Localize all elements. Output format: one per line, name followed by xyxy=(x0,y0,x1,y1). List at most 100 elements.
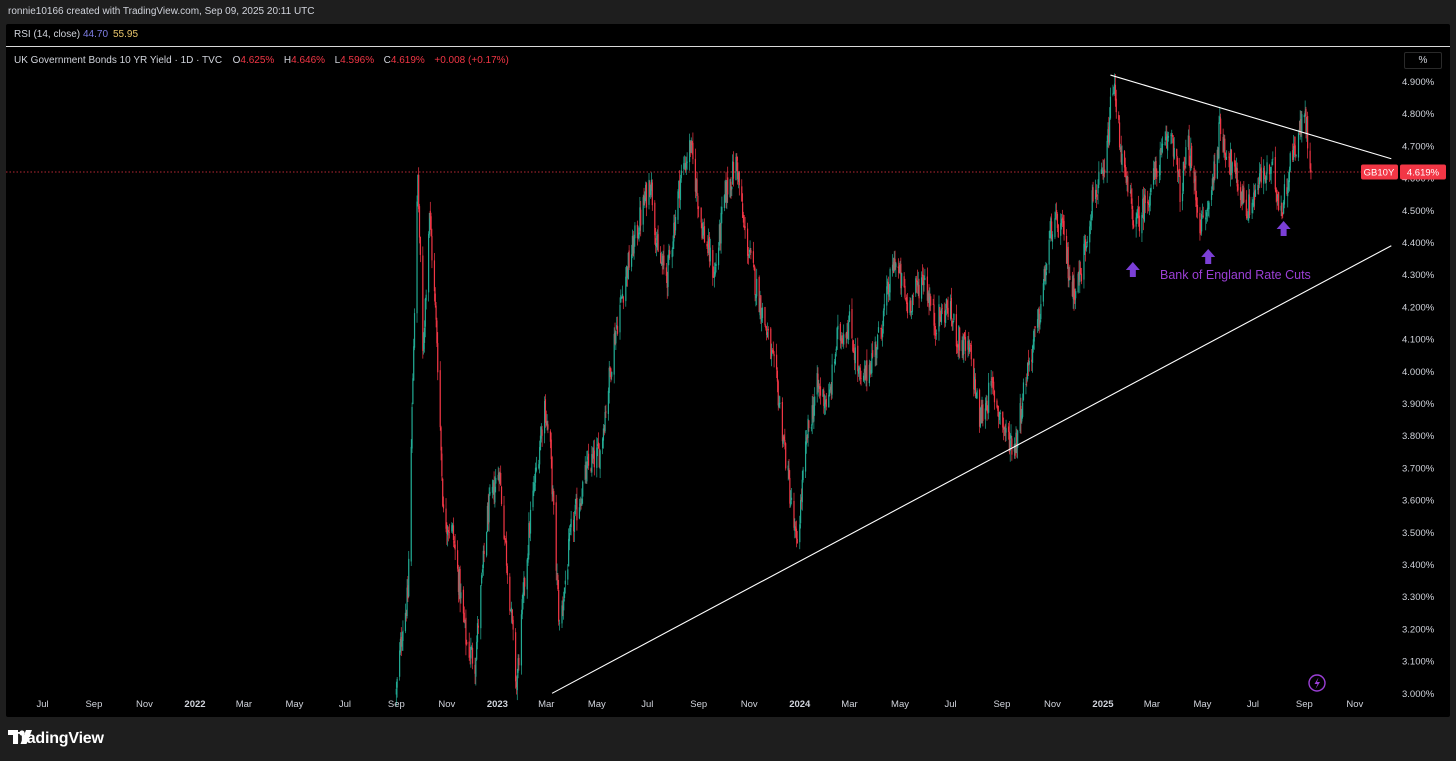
candle-body xyxy=(851,308,853,339)
candle-body xyxy=(1167,135,1169,151)
candle-body xyxy=(773,354,775,357)
candle-body xyxy=(911,311,913,313)
candle-body xyxy=(520,614,523,666)
candle-body xyxy=(953,313,955,321)
price-chart[interactable]: 4.900%4.800%4.700%4.600%4.500%4.400%4.30… xyxy=(6,24,1450,717)
candle-body xyxy=(990,380,992,386)
candle-body xyxy=(1247,218,1249,221)
candle-body xyxy=(1222,136,1224,153)
candle-body xyxy=(431,236,433,261)
candle-body xyxy=(1107,129,1109,143)
candle-body xyxy=(1092,187,1094,202)
candle-body xyxy=(1068,277,1070,281)
tradingview-logo[interactable]: TradingView xyxy=(8,729,104,749)
candle-body xyxy=(1200,230,1202,234)
candle-body xyxy=(956,344,958,348)
candle-body xyxy=(541,429,543,436)
candle-body xyxy=(1212,178,1214,185)
candle-body xyxy=(1147,201,1149,204)
candle-body xyxy=(1196,197,1198,207)
candle-body xyxy=(899,264,901,273)
candle-body xyxy=(500,472,502,486)
candle-body xyxy=(634,225,636,239)
trend-line[interactable] xyxy=(1110,74,1392,160)
lightning-icon[interactable] xyxy=(1308,674,1326,692)
chart-frame[interactable]: RSI (14, close) 44.70 55.95 UK Governmen… xyxy=(6,24,1450,717)
rsi-indicator-row[interactable]: RSI (14, close) 44.70 55.95 xyxy=(6,24,1450,46)
candle-body xyxy=(1039,320,1041,325)
candle-body xyxy=(819,386,822,396)
candle-body xyxy=(1051,221,1053,240)
candle-body xyxy=(532,490,534,508)
x-tick-label: May xyxy=(285,699,303,710)
candle-body xyxy=(592,455,594,457)
candle-body xyxy=(947,307,949,317)
candle-body xyxy=(823,390,825,406)
candle-body xyxy=(1283,184,1286,205)
candle-body xyxy=(1106,140,1108,173)
candle-body xyxy=(1240,192,1242,199)
candle-body xyxy=(903,276,905,288)
candle-body xyxy=(825,398,827,407)
candle-body xyxy=(1156,170,1158,178)
candle-body xyxy=(539,447,541,465)
candle-body xyxy=(621,293,624,299)
candle-body xyxy=(1182,161,1184,192)
trend-lines[interactable] xyxy=(551,74,1392,694)
y-tick-label: 3.900% xyxy=(1402,399,1435,410)
y-tick-label: 4.800% xyxy=(1402,109,1435,120)
candle-body xyxy=(462,589,465,614)
candle-body xyxy=(1104,169,1106,172)
candle-body xyxy=(654,202,656,236)
candle-body xyxy=(550,439,552,460)
candle-body xyxy=(805,437,808,445)
trend-line[interactable] xyxy=(551,245,1392,694)
candle-body xyxy=(719,224,721,241)
candle-body xyxy=(984,408,986,420)
candle-body xyxy=(1005,428,1007,433)
x-tick-label: May xyxy=(1193,699,1211,710)
candle-body xyxy=(1101,170,1103,172)
candle-body xyxy=(621,296,623,298)
candle-body xyxy=(1054,218,1056,238)
candle-body xyxy=(639,207,641,231)
candle-body xyxy=(585,465,587,479)
time-axis[interactable]: Jul Sep Nov 2022 Mar May Jul Sep Nov 2023 Mar May Ju… xyxy=(36,699,1363,710)
candle-body xyxy=(831,364,833,395)
candle-body xyxy=(1299,120,1301,132)
candle-body xyxy=(592,447,595,459)
pane-divider[interactable] xyxy=(6,46,1450,47)
candle-body xyxy=(1055,212,1057,219)
x-tick-label: 2023 xyxy=(487,699,508,710)
candle-body xyxy=(1126,176,1128,183)
candle-body xyxy=(416,201,418,314)
candle-body xyxy=(1274,157,1276,190)
y-tick-label: 3.300% xyxy=(1402,592,1435,603)
candle-body xyxy=(1056,209,1058,214)
candle-body xyxy=(494,486,496,503)
candle-body xyxy=(1027,362,1029,380)
candle-body xyxy=(1065,236,1068,264)
candle-body xyxy=(906,302,909,314)
candle-body xyxy=(1211,178,1213,190)
candle-body xyxy=(538,464,540,469)
candle-body xyxy=(703,226,706,243)
candle-body xyxy=(975,395,977,398)
tradingview-logo-icon xyxy=(8,730,32,744)
candle-body xyxy=(1218,122,1220,159)
candle-body xyxy=(428,212,431,235)
percent-scale-button[interactable]: % xyxy=(1404,52,1442,69)
candle-body xyxy=(640,209,642,226)
candle-body xyxy=(848,321,850,340)
chart-caption: ronnie10166 created with TradingView.com… xyxy=(8,6,315,17)
candle-body xyxy=(614,332,616,345)
candle-body xyxy=(1019,403,1021,432)
candle-body xyxy=(979,408,981,427)
candle-body xyxy=(689,141,692,153)
price-axis[interactable]: 4.900%4.800%4.700%4.600%4.500%4.400%4.30… xyxy=(6,77,1435,700)
candle-body xyxy=(459,568,461,602)
candle-body xyxy=(1149,193,1151,206)
candle-body xyxy=(663,255,665,266)
candle-body xyxy=(1179,175,1181,202)
candle-body xyxy=(1133,224,1135,228)
